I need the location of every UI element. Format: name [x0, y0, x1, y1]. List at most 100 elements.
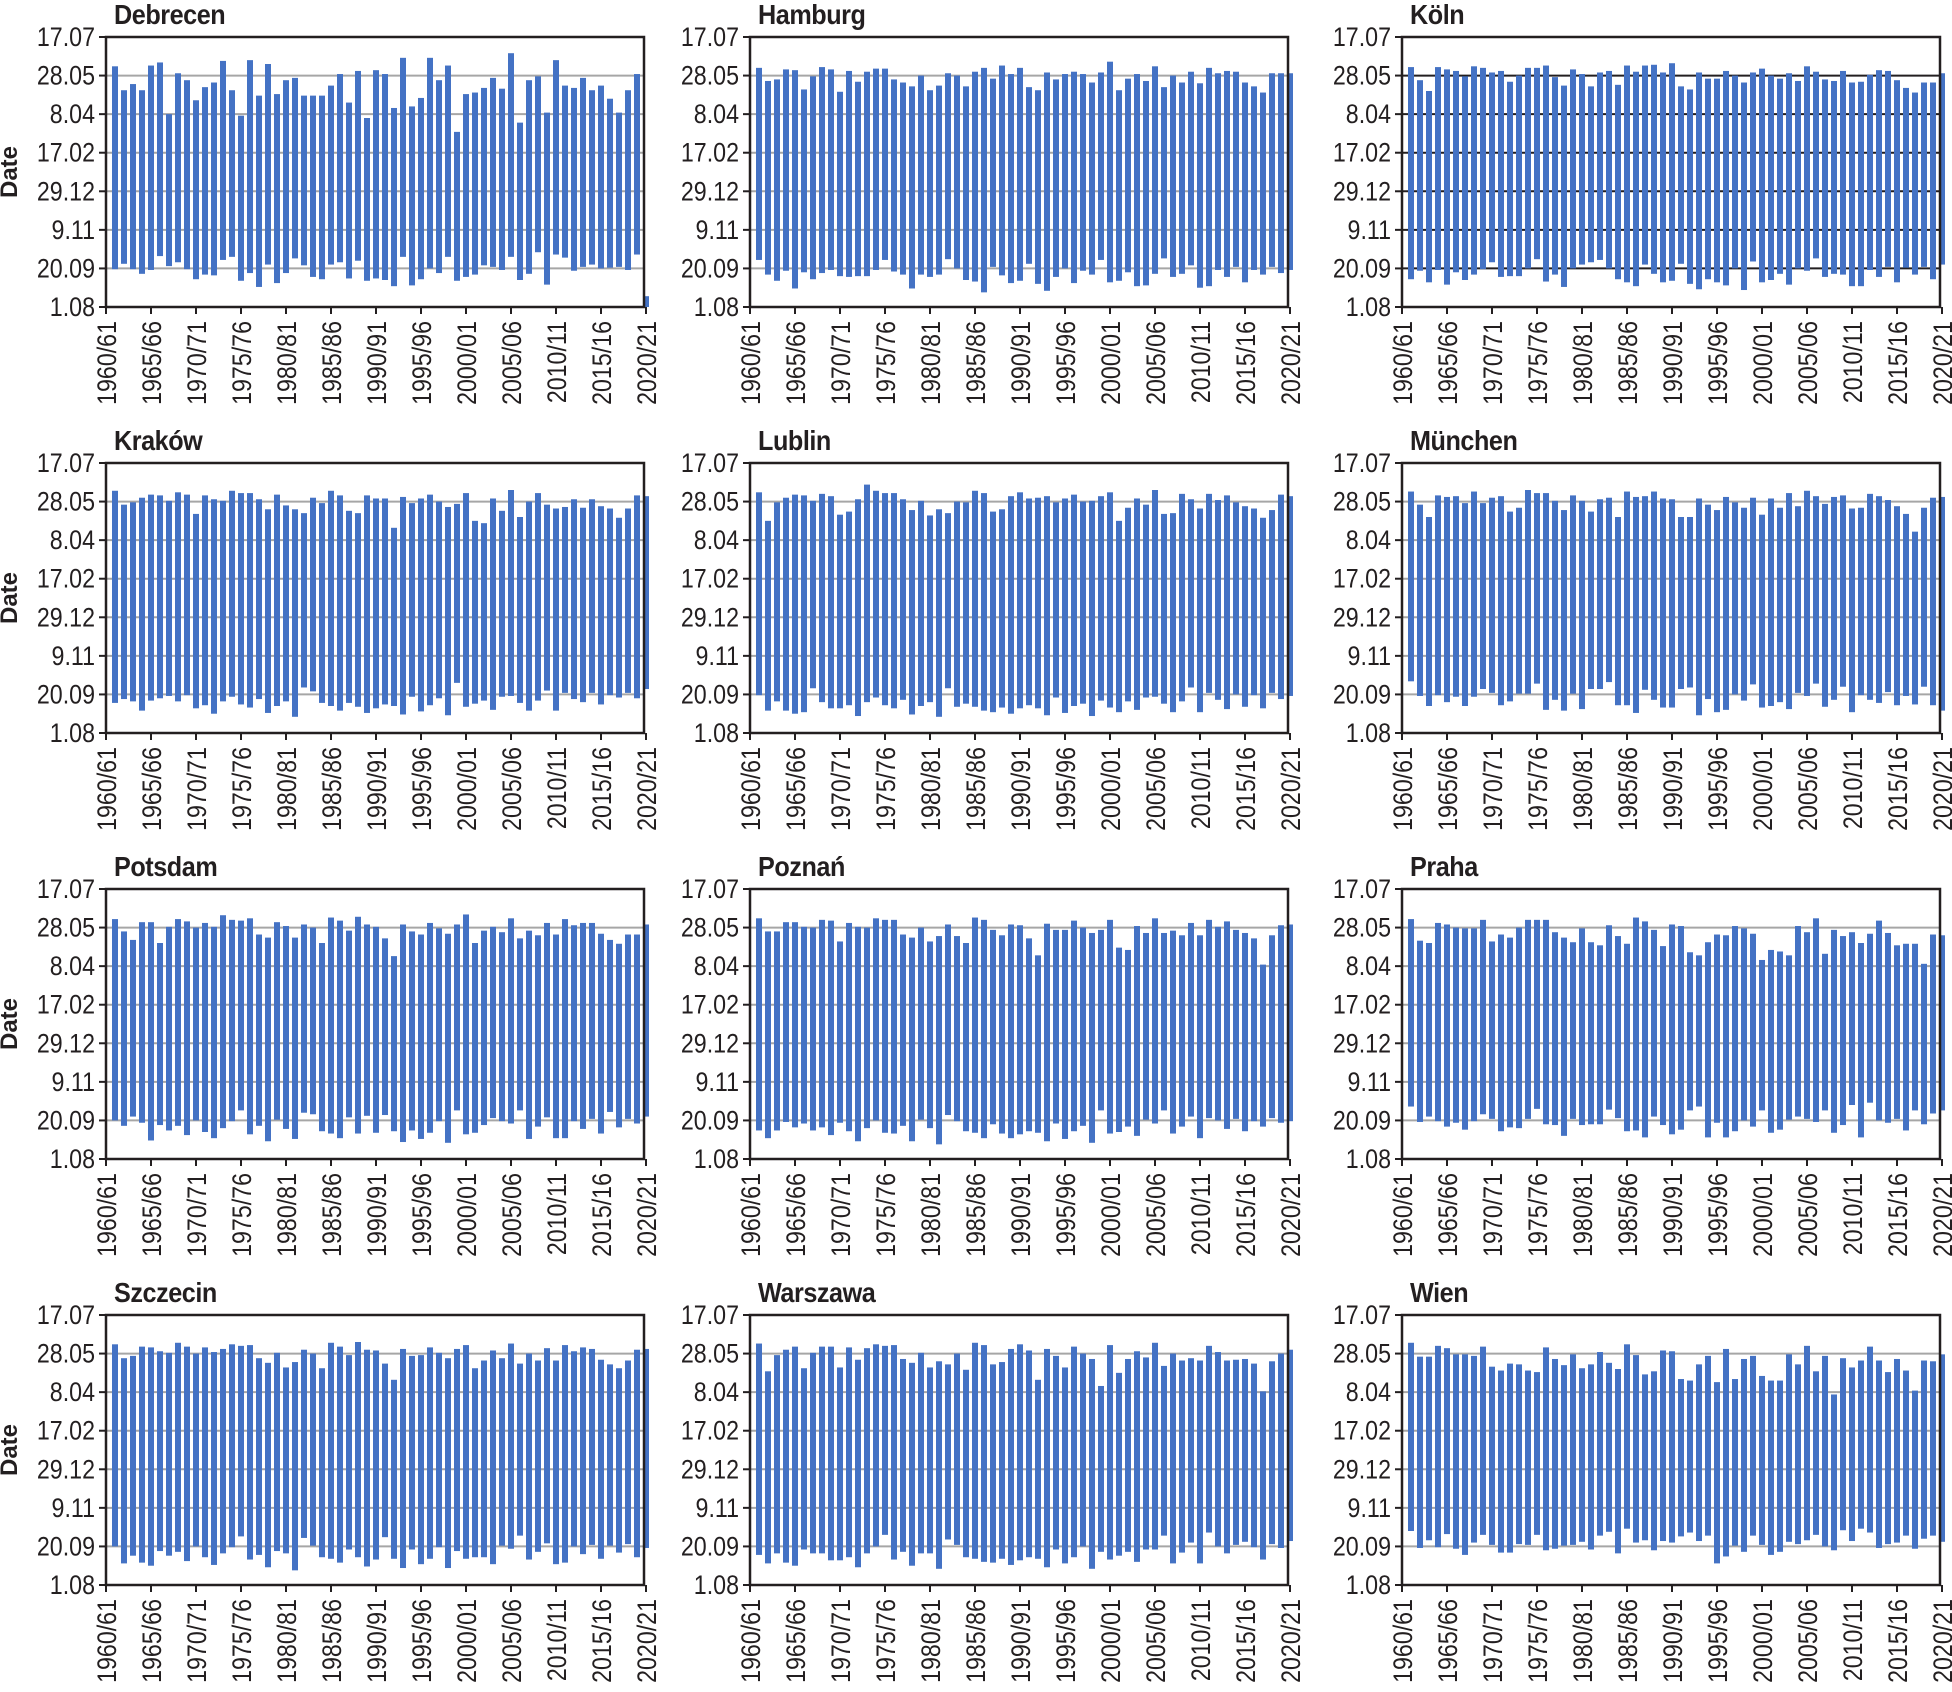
season-bar: [1489, 941, 1495, 1119]
season-bar: [427, 494, 433, 706]
y-tick-label: 17.07: [681, 448, 739, 478]
season-bar: [1125, 1358, 1131, 1552]
season-bar: [1759, 514, 1765, 708]
y-tick-label: 1.08: [50, 292, 95, 322]
season-bar: [166, 500, 172, 696]
x-tick-label: 1980/81: [1568, 1599, 1598, 1683]
season-bar: [256, 95, 262, 287]
season-bar: [1417, 504, 1423, 696]
season-bar: [616, 943, 622, 1128]
season-bar: [1053, 502, 1059, 698]
season-bar: [1894, 945, 1900, 1119]
x-tick-label: 2020/21: [1276, 321, 1306, 405]
season-bar: [1408, 491, 1414, 682]
season-bar: [1777, 507, 1783, 703]
x-tick-label: 2010/11: [1838, 321, 1868, 403]
season-bar: [562, 1345, 568, 1563]
season-bar: [1750, 933, 1756, 1127]
season-bar: [1615, 936, 1621, 1119]
x-tick-label: 2000/01: [452, 1173, 482, 1257]
season-bar: [1786, 955, 1792, 1120]
season-bar: [909, 937, 915, 1142]
x-tick-label: 2015/16: [587, 1173, 617, 1257]
season-bar: [472, 1368, 478, 1558]
season-bar: [1269, 1361, 1275, 1545]
season-bar: [121, 504, 127, 700]
season-bar: [990, 511, 996, 713]
x-tick-label: 2010/11: [1838, 747, 1868, 829]
x-tick-label: 2010/11: [1186, 1173, 1216, 1255]
season-bar: [1107, 492, 1113, 708]
season-bar: [1507, 81, 1513, 277]
season-bar: [607, 98, 613, 268]
season-bar: [1170, 513, 1176, 713]
season-bar: [1215, 500, 1221, 700]
x-tick-label: 1985/86: [961, 1599, 991, 1683]
season-bar: [301, 1349, 307, 1538]
season-bar: [1251, 508, 1257, 696]
season-bar: [1840, 495, 1846, 687]
season-bar: [1669, 63, 1675, 281]
season-bar: [166, 1352, 172, 1556]
season-bar: [1912, 92, 1918, 275]
season-bar: [1831, 496, 1837, 700]
season-bar: [1543, 1347, 1549, 1551]
chart-title: Wien: [1410, 1277, 1469, 1308]
season-bar: [625, 1360, 631, 1545]
x-tick-label: 1985/86: [961, 747, 991, 831]
season-bar: [909, 86, 915, 289]
season-bar: [1525, 1370, 1531, 1545]
season-bar: [139, 497, 145, 711]
season-bar: [166, 926, 172, 1131]
y-tick-label: 9.11: [696, 641, 739, 671]
season-bar: [945, 1364, 951, 1540]
season-bar: [1071, 1346, 1077, 1558]
season-bar: [220, 1348, 226, 1554]
season-bar: [427, 922, 433, 1133]
season-bar: [481, 87, 487, 266]
season-bar: [1080, 927, 1086, 1126]
season-bar: [553, 934, 559, 1139]
season-bar: [463, 94, 469, 277]
season-bar: [1876, 920, 1882, 1121]
season-bar: [846, 1347, 852, 1558]
season-bar: [1215, 73, 1221, 270]
season-bar: [882, 1345, 888, 1535]
season-bar: [999, 935, 1005, 1134]
x-tick-label: 2020/21: [1276, 1173, 1306, 1257]
season-bar: [553, 60, 559, 255]
season-bar: [1098, 1385, 1104, 1552]
x-tick-label: 2020/21: [1928, 1599, 1952, 1683]
season-bar: [508, 53, 514, 257]
y-tick-label: 29.12: [37, 1455, 95, 1485]
season-bar: [274, 1352, 280, 1552]
x-tick-label: 2010/11: [542, 1173, 572, 1255]
season-bar: [1017, 1344, 1023, 1561]
y-tick-label: 17.07: [1333, 874, 1391, 904]
season-bar: [900, 499, 906, 700]
season-bar: [1741, 507, 1747, 701]
x-tick-label: 1975/76: [227, 1599, 257, 1683]
season-bar: [1498, 934, 1504, 1132]
season-bar: [1435, 922, 1441, 1122]
season-bar: [481, 523, 487, 701]
season-bar: [1534, 919, 1540, 1109]
season-bar: [238, 115, 244, 281]
season-bar: [643, 296, 649, 307]
season-bar: [990, 1364, 996, 1563]
season-bar: [972, 1342, 978, 1559]
chart-title: Praha: [1410, 851, 1478, 882]
x-tick-label: 1965/66: [781, 1173, 811, 1257]
season-bar: [175, 492, 181, 702]
season-bar: [328, 917, 334, 1134]
x-tick-label: 1970/71: [1478, 747, 1508, 831]
x-tick-label: 1990/91: [1658, 747, 1688, 831]
season-bar: [927, 515, 933, 703]
season-bar: [229, 919, 235, 1122]
season-bar: [945, 73, 951, 260]
season-bar: [1696, 72, 1702, 290]
season-bar: [1170, 75, 1176, 277]
season-bar: [999, 1362, 1005, 1559]
season-bar: [1233, 502, 1239, 695]
